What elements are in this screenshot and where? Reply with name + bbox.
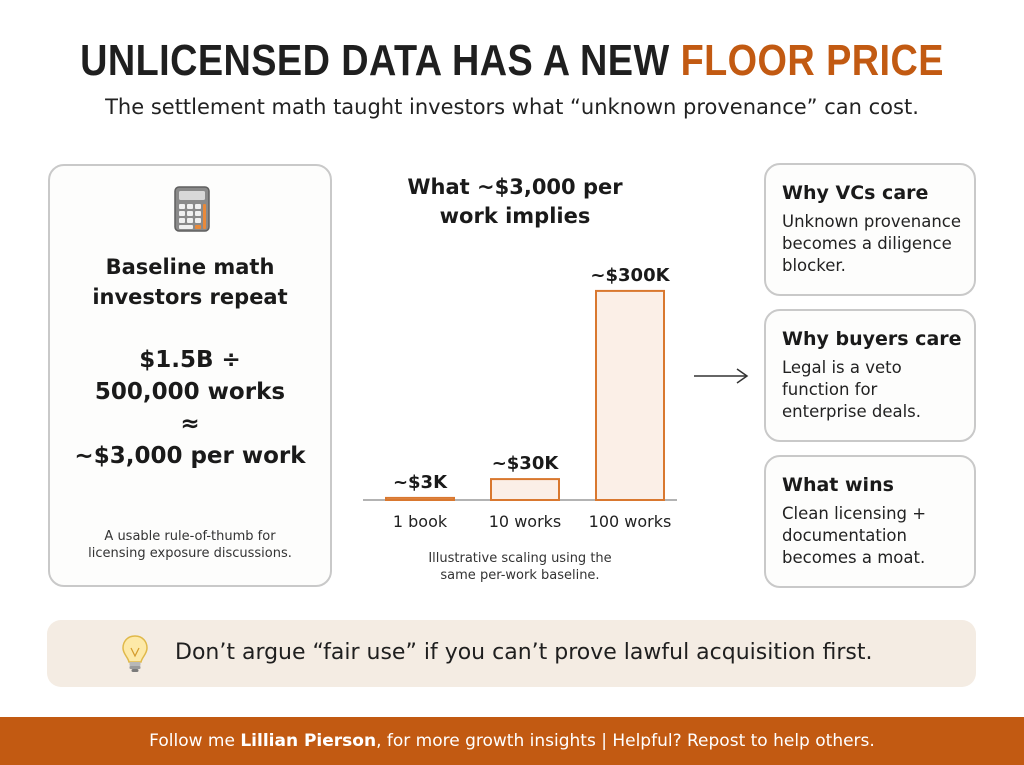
- tip-text: Don’t argue “fair use” if you can’t prov…: [175, 640, 873, 665]
- card-body: Unknown provenance becomes a diligence b…: [782, 211, 974, 277]
- card-body-line: Legal is a veto: [782, 358, 902, 377]
- formula-line2: 500,000 works: [94, 379, 286, 405]
- arrow-right-icon: [694, 368, 749, 384]
- data-label-0: ~$3K: [393, 472, 448, 493]
- chart-caption: Illustrative scaling using the same per-…: [390, 550, 650, 584]
- chart-caption-line2: same per-work baseline.: [440, 568, 600, 583]
- card-body: Legal is a veto function for enterprise …: [782, 357, 974, 423]
- footer-prefix: Follow me: [149, 731, 241, 751]
- card-body-line: becomes a moat.: [782, 548, 926, 567]
- title-accent: FLOOR PRICE: [680, 36, 944, 85]
- footer-author-name: Lillian Pierson: [240, 731, 377, 751]
- page-title: UNLICENSED DATA HAS A NEW FLOOR PRICE: [72, 36, 953, 86]
- card-body-line: documentation: [782, 526, 907, 545]
- baseline-note-line2: licensing exposure discussions.: [88, 546, 292, 561]
- bar-0: [385, 496, 455, 501]
- card-body-line: enterprise deals.: [782, 402, 922, 421]
- card-body-line: function for: [782, 380, 878, 399]
- tip-banner: Don’t argue “fair use” if you can’t prov…: [47, 620, 976, 687]
- baseline-card: Baseline math investors repeat $1.5B ÷ 5…: [48, 164, 332, 587]
- page-subtitle: The settlement math taught investors wha…: [105, 95, 919, 119]
- card-body: Clean licensing + documentation becomes …: [782, 503, 974, 569]
- x-tick-label-0: 1 book: [393, 512, 448, 531]
- calculator-icon: [174, 186, 210, 232]
- card-body-line: becomes a diligence: [782, 234, 952, 253]
- bar-2: [595, 289, 665, 502]
- footer-suffix: , for more growth insights | Helpful? Re…: [376, 731, 875, 751]
- card-what-wins: What wins Clean licensing + documentatio…: [764, 455, 976, 588]
- baseline-formula: $1.5B ÷ 500,000 works ≈ ~$3,000 per work: [50, 344, 330, 472]
- chart-title-line1: What ~$3,000 per: [407, 175, 623, 199]
- card-why-buyers-care: Why buyers care Legal is a veto function…: [764, 309, 976, 442]
- card-heading: Why buyers care: [782, 328, 962, 350]
- card-heading: What wins: [782, 474, 894, 496]
- card-body-line: Clean licensing +: [782, 504, 927, 523]
- baseline-heading-line2: investors repeat: [92, 285, 288, 309]
- card-body-line: blocker.: [782, 256, 846, 275]
- lightbulb-icon: [122, 635, 148, 672]
- bar-chart: ~$3K 1 book ~$30K 10 works ~$300K 100 works: [363, 265, 677, 531]
- chart-title: What ~$3,000 per work implies: [375, 173, 655, 231]
- bar-1: [490, 478, 560, 502]
- x-tick-label-1: 10 works: [489, 512, 562, 531]
- formula-line4: ~$3,000 per work: [74, 443, 306, 469]
- card-body-line: Unknown provenance: [782, 212, 961, 231]
- chart-caption-line1: Illustrative scaling using the: [428, 551, 612, 566]
- baseline-heading: Baseline math investors repeat: [50, 252, 330, 312]
- formula-line3: ≈: [180, 411, 200, 437]
- baseline-note-line1: A usable rule-of-thumb for: [104, 529, 276, 544]
- card-heading: Why VCs care: [782, 182, 929, 204]
- x-tick-label-2: 100 works: [589, 512, 672, 531]
- formula-line1: $1.5B ÷: [139, 347, 241, 373]
- title-main: UNLICENSED DATA HAS A NEW: [80, 36, 670, 85]
- baseline-heading-line1: Baseline math: [105, 255, 275, 279]
- data-label-1: ~$30K: [492, 453, 560, 474]
- chart-title-line2: work implies: [439, 204, 591, 228]
- baseline-note: A usable rule-of-thumb for licensing exp…: [50, 528, 330, 562]
- card-why-vcs-care: Why VCs care Unknown provenance becomes …: [764, 163, 976, 296]
- data-label-2: ~$300K: [590, 265, 670, 286]
- footer-bar: Follow me Lillian Pierson, for more grow…: [0, 717, 1024, 765]
